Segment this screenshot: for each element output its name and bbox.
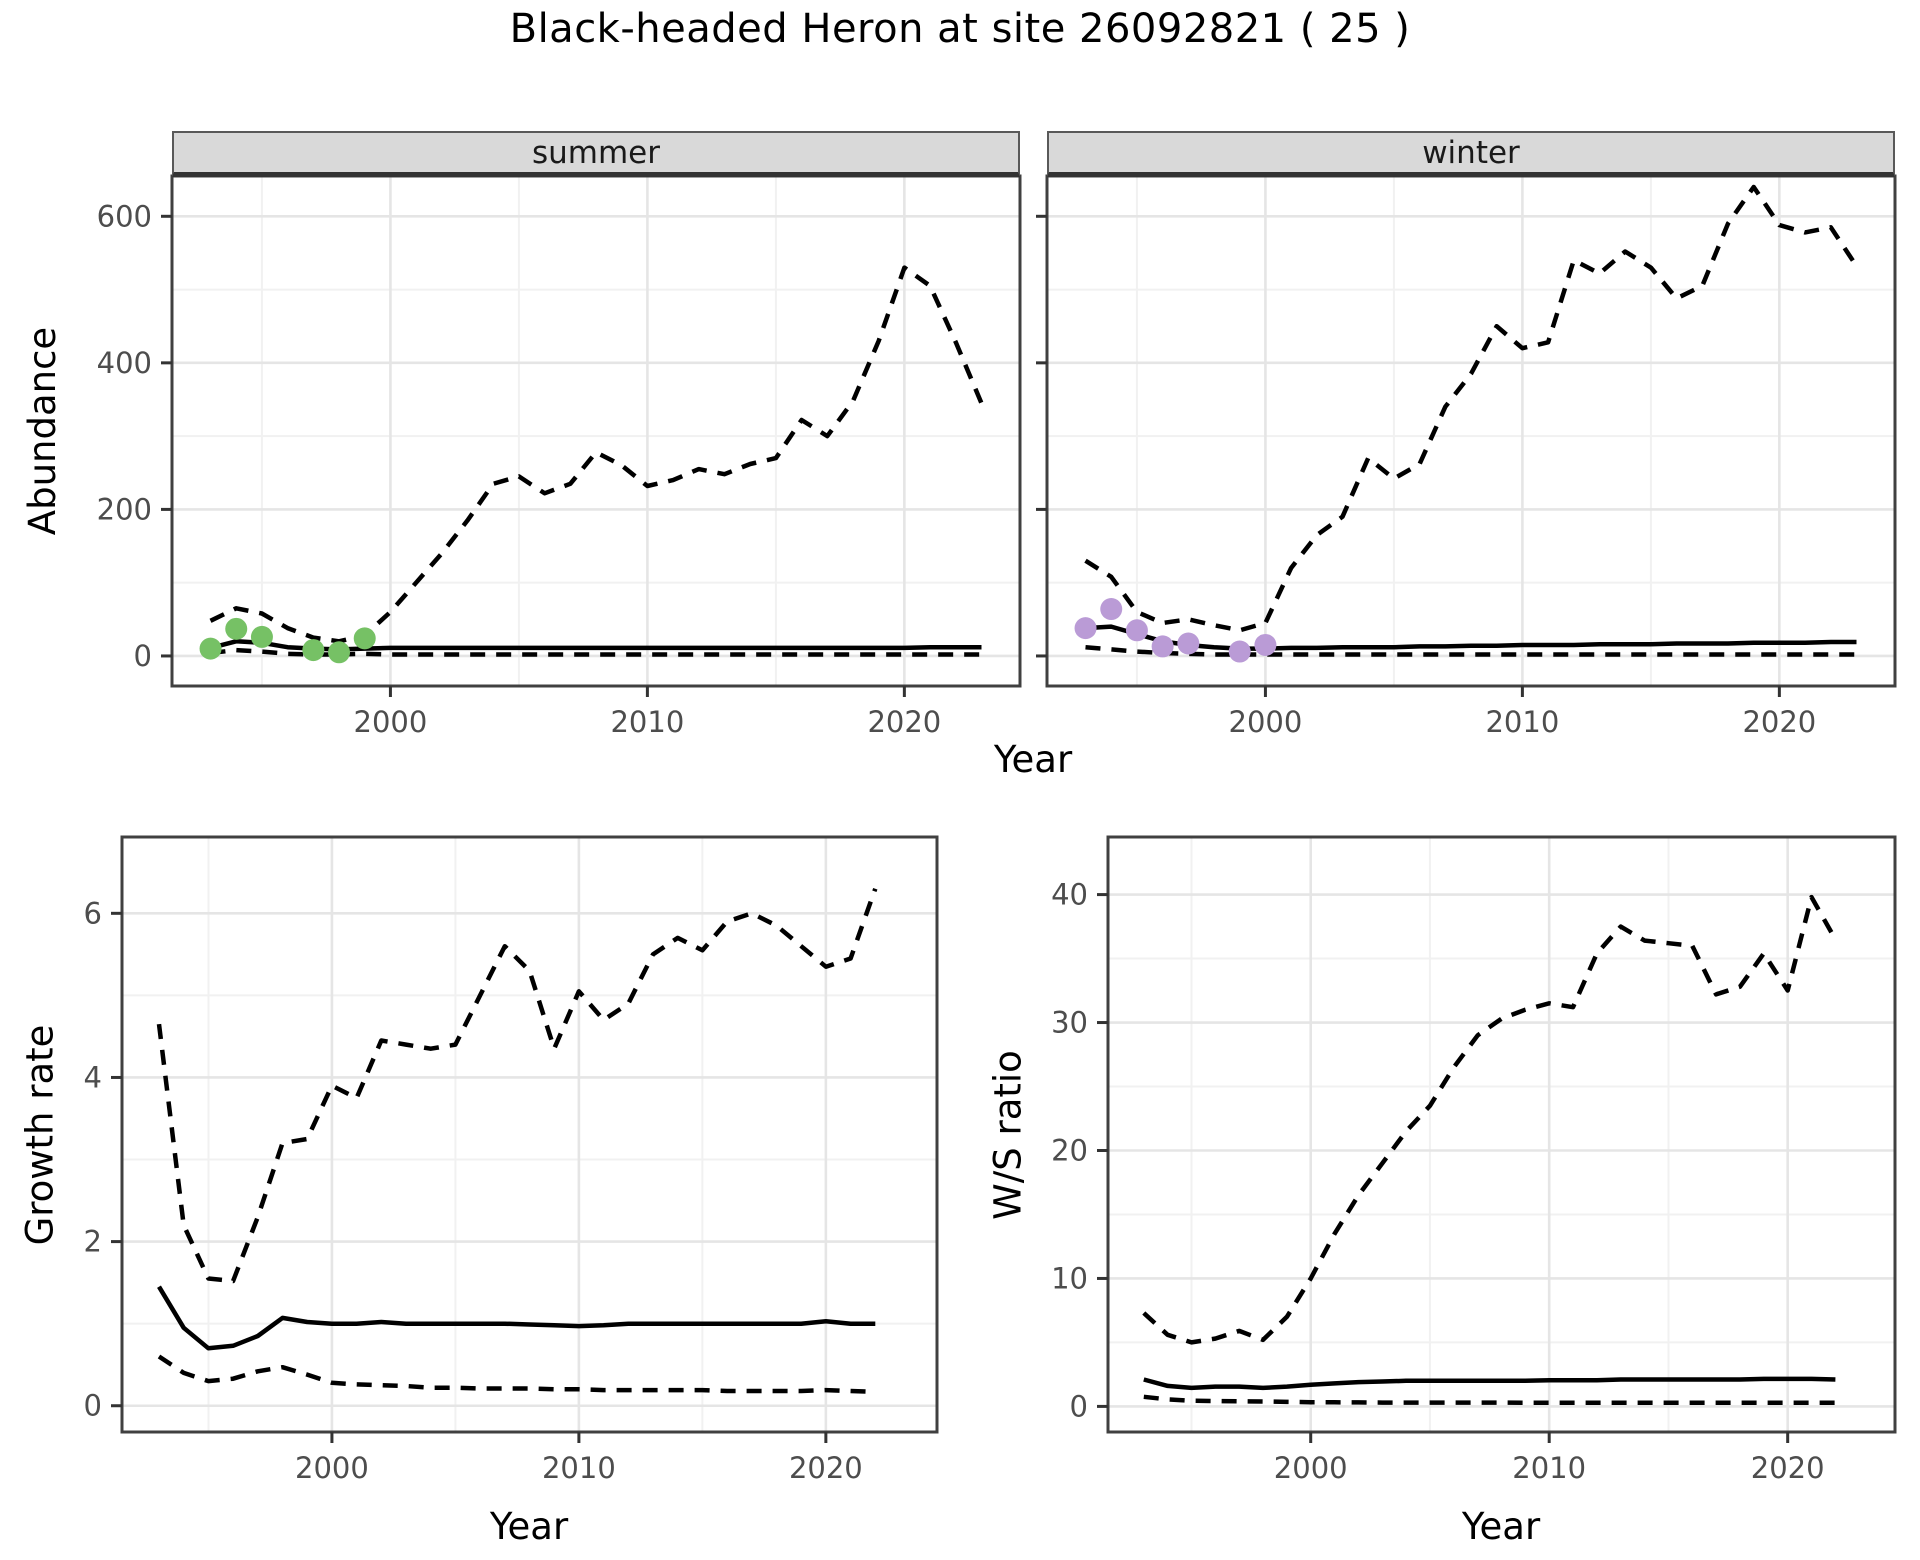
x-tick-label: 2020 [789, 1451, 863, 1485]
x-tick-label: 2000 [295, 1451, 369, 1485]
ws-ratio-series-upper_ci [1142, 894, 1838, 1345]
observed-winter-point [1151, 635, 1174, 658]
plot-title: Black-headed Heron at site 26092821 ( 25… [509, 6, 1411, 52]
observed-winter-point [1254, 633, 1277, 656]
growth-rate-series-upper_ci [156, 887, 878, 1284]
y-tick-label: 200 [97, 492, 152, 526]
observed-summer-point [302, 639, 325, 662]
x-tick-label: 2010 [1512, 1451, 1586, 1485]
ws-ratio-panel-border [1106, 835, 1897, 1434]
abundance-winter-series-upper_ci [1084, 184, 1859, 633]
observed-summer-point [250, 625, 273, 648]
growth-rate-series-estimate [157, 1285, 876, 1351]
observed-winter-point [1228, 640, 1251, 663]
x-tick-label: 2020 [1742, 705, 1816, 739]
observed-winter-point [1125, 619, 1148, 642]
observed-winter-point [1177, 632, 1200, 655]
observed-summer-point [199, 637, 222, 660]
ws-ratio-series-lower_ci [1143, 1394, 1836, 1406]
y-tick-label: 2 [84, 1225, 102, 1259]
y-tick-label: 10 [1051, 1261, 1088, 1295]
abundance-summer-panel-bg [172, 176, 1020, 686]
observed-winter-point [1100, 598, 1123, 621]
x-axis-title-year-bottom-right: Year [1461, 1505, 1541, 1548]
x-tick-label: 2020 [867, 705, 941, 739]
y-tick-label: 400 [97, 346, 152, 380]
growth-rate-series-lower_ci [157, 1354, 876, 1395]
ws-ratio-series-estimate [1143, 1376, 1836, 1391]
y-tick-label: 600 [97, 199, 152, 233]
y-tick-label: 40 [1051, 878, 1088, 912]
growth-rate-panel-border [120, 835, 939, 1434]
observed-winter-point [1074, 617, 1097, 640]
abundance-winter-panel-bg [1047, 176, 1895, 686]
x-tick-label: 2000 [354, 705, 428, 739]
facet-strip-summer: summer [172, 131, 1020, 177]
growth-rate-panel-bg [122, 837, 937, 1432]
x-axis-title-year-top: Year [993, 738, 1073, 781]
facet-strip-winter-label: winter [1422, 134, 1520, 171]
y-axis-title-ws-ratio: W/S ratio [986, 1050, 1030, 1220]
y-tick-label: 30 [1051, 1006, 1088, 1040]
y-axis-title-growth-rate: Growth rate [18, 1024, 62, 1246]
x-axis-title-year-bottom-left: Year [489, 1505, 569, 1548]
observed-summer-point [353, 627, 376, 650]
x-tick-label: 2020 [1751, 1451, 1825, 1485]
y-tick-label: 4 [84, 1060, 102, 1094]
observed-summer-point [328, 641, 351, 664]
x-tick-label: 2010 [1485, 705, 1559, 739]
y-tick-label: 20 [1051, 1133, 1088, 1167]
y-tick-label: 0 [134, 639, 152, 673]
abundance-winter-series-estimate [1085, 624, 1857, 651]
x-tick-label: 2010 [610, 705, 684, 739]
x-tick-label: 2000 [1229, 705, 1303, 739]
facet-strip-winter: winter [1047, 131, 1895, 177]
facet-strip-summer-label: summer [531, 134, 660, 171]
observed-summer-point [225, 617, 248, 640]
y-tick-label: 6 [84, 896, 102, 930]
y-tick-label: 0 [1070, 1389, 1088, 1423]
y-tick-label: 0 [84, 1389, 102, 1423]
y-axis-title-abundance: Abundance [21, 326, 64, 536]
x-tick-label: 2000 [1274, 1451, 1348, 1485]
x-tick-label: 2010 [542, 1451, 616, 1485]
